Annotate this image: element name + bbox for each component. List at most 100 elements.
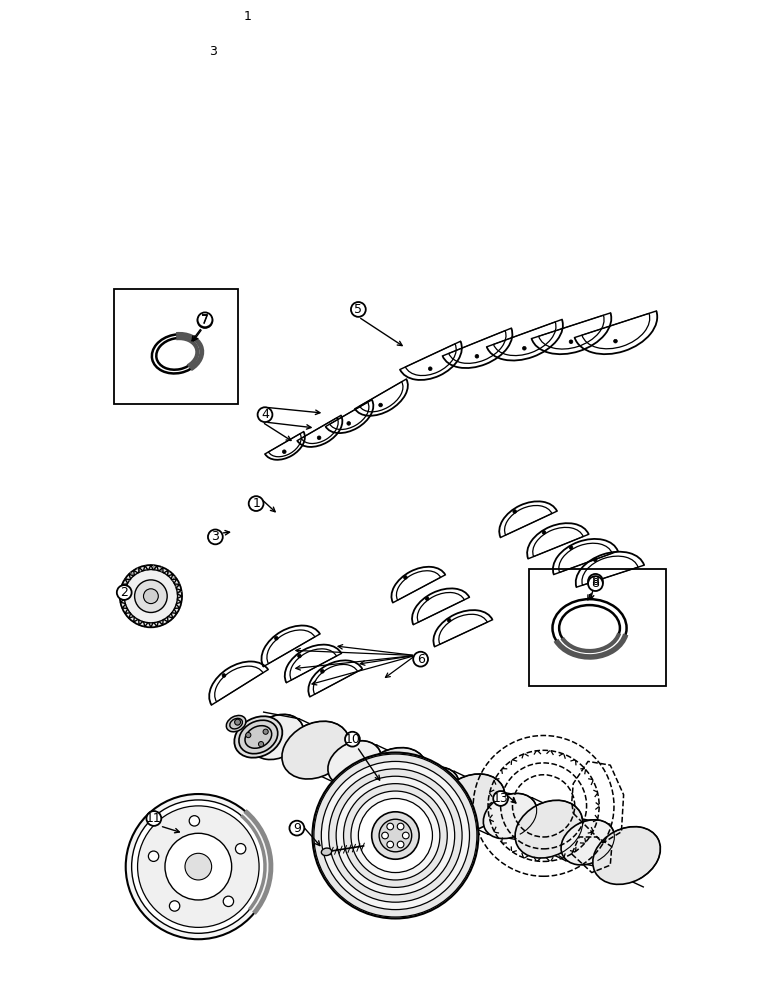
Text: 7: 7: [201, 313, 209, 326]
Circle shape: [248, 496, 264, 511]
Ellipse shape: [239, 720, 278, 754]
Circle shape: [404, 576, 407, 579]
Circle shape: [347, 422, 351, 425]
Circle shape: [387, 823, 393, 830]
Ellipse shape: [359, 748, 428, 805]
Circle shape: [126, 794, 271, 939]
Circle shape: [428, 367, 432, 371]
Circle shape: [372, 812, 419, 859]
Text: 11: 11: [146, 812, 161, 825]
Ellipse shape: [483, 793, 537, 839]
Circle shape: [148, 851, 159, 861]
Ellipse shape: [515, 800, 583, 858]
Circle shape: [289, 821, 304, 836]
Text: 9: 9: [293, 822, 301, 835]
Circle shape: [134, 580, 167, 612]
Ellipse shape: [561, 820, 615, 865]
Text: 4: 4: [261, 408, 269, 421]
Circle shape: [594, 558, 597, 562]
Circle shape: [320, 669, 324, 673]
Text: 1: 1: [252, 497, 260, 510]
Ellipse shape: [227, 715, 246, 732]
Bar: [114, 289, 238, 404]
Ellipse shape: [328, 741, 381, 786]
Circle shape: [345, 732, 360, 747]
Circle shape: [351, 302, 365, 317]
Text: 2: 2: [120, 586, 128, 599]
Circle shape: [298, 654, 301, 658]
Circle shape: [263, 729, 268, 734]
Circle shape: [198, 312, 213, 327]
Circle shape: [382, 832, 388, 839]
Circle shape: [329, 769, 462, 902]
Circle shape: [169, 901, 180, 911]
Ellipse shape: [321, 848, 331, 856]
Circle shape: [117, 585, 132, 600]
Circle shape: [208, 530, 223, 544]
Circle shape: [282, 450, 286, 454]
Circle shape: [379, 819, 412, 852]
Text: 1: 1: [244, 10, 251, 23]
Circle shape: [387, 841, 393, 848]
Circle shape: [120, 565, 182, 627]
Circle shape: [185, 853, 212, 880]
Circle shape: [403, 832, 409, 839]
Circle shape: [124, 570, 178, 623]
Circle shape: [397, 841, 404, 848]
Circle shape: [137, 806, 259, 927]
Circle shape: [206, 44, 220, 59]
Text: 8: 8: [591, 577, 600, 590]
Circle shape: [425, 597, 429, 601]
Circle shape: [246, 732, 251, 738]
Circle shape: [413, 652, 428, 667]
Ellipse shape: [406, 767, 459, 812]
Circle shape: [165, 833, 232, 900]
Circle shape: [351, 791, 440, 880]
Circle shape: [513, 510, 517, 513]
Circle shape: [313, 753, 478, 918]
Circle shape: [588, 576, 603, 591]
Text: 7: 7: [201, 314, 209, 327]
Circle shape: [314, 754, 477, 917]
Ellipse shape: [438, 774, 505, 832]
Ellipse shape: [230, 718, 242, 729]
Bar: [528, 569, 666, 686]
Ellipse shape: [593, 827, 660, 884]
Circle shape: [344, 784, 447, 887]
Circle shape: [132, 800, 265, 933]
Circle shape: [569, 340, 573, 344]
Text: 5: 5: [355, 303, 362, 316]
Text: 6: 6: [417, 653, 424, 666]
Circle shape: [397, 823, 404, 830]
Circle shape: [317, 436, 321, 440]
Text: 10: 10: [345, 733, 360, 746]
Circle shape: [258, 407, 272, 422]
Circle shape: [275, 636, 279, 640]
Circle shape: [359, 798, 432, 873]
Circle shape: [144, 589, 158, 604]
Ellipse shape: [282, 721, 349, 779]
Circle shape: [379, 403, 383, 407]
Circle shape: [258, 742, 264, 747]
Circle shape: [234, 719, 241, 725]
Ellipse shape: [234, 716, 282, 758]
Circle shape: [588, 574, 603, 589]
Circle shape: [447, 618, 451, 622]
Circle shape: [223, 896, 234, 907]
Circle shape: [542, 531, 546, 534]
Circle shape: [222, 674, 226, 677]
Circle shape: [475, 354, 479, 358]
Circle shape: [494, 791, 508, 806]
Circle shape: [321, 761, 469, 910]
Circle shape: [147, 811, 161, 826]
Circle shape: [240, 9, 255, 23]
Text: 8: 8: [591, 575, 600, 588]
Ellipse shape: [245, 726, 272, 748]
Ellipse shape: [250, 714, 303, 760]
Circle shape: [336, 776, 455, 895]
Circle shape: [189, 816, 199, 826]
Circle shape: [570, 546, 573, 550]
Circle shape: [614, 339, 618, 343]
Text: 3: 3: [210, 45, 217, 58]
Circle shape: [522, 346, 526, 350]
